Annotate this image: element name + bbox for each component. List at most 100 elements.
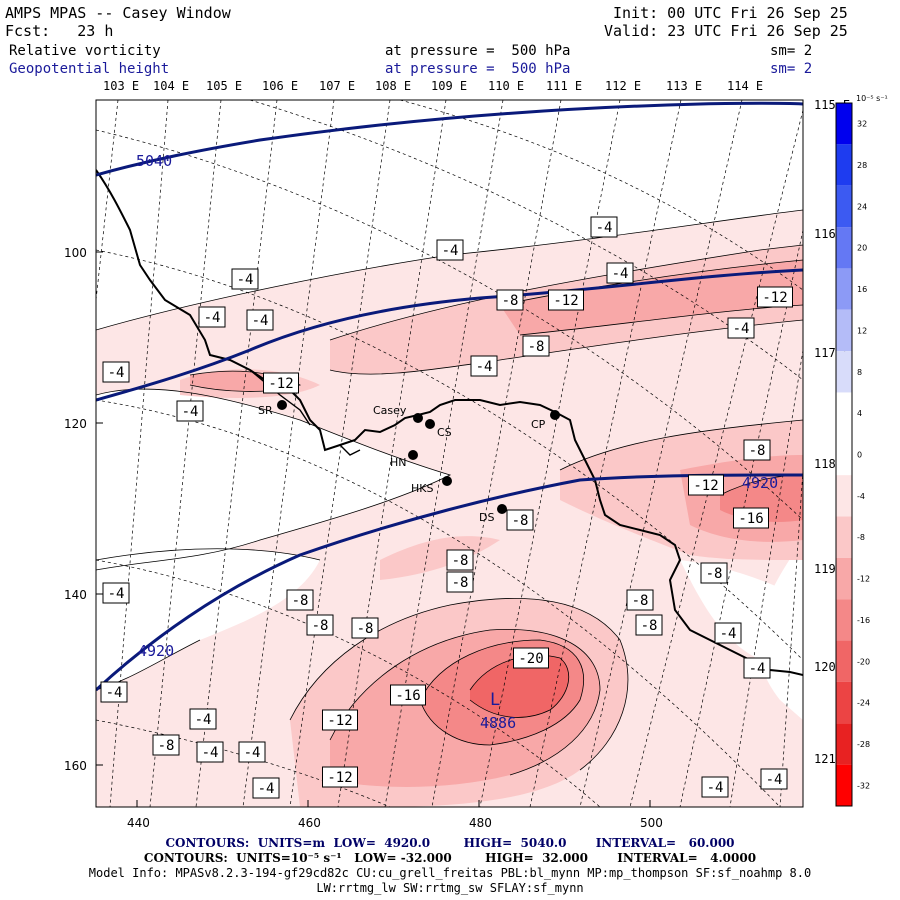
vorticity-label: -4 [182,404,199,420]
colorbar-level: 8 [857,368,862,377]
vorticity-label: -4 [733,321,750,337]
lon-label-114: 114 E [727,79,763,93]
vorticity-label-box [100,681,128,703]
forecast-hour: Fcst: 23 h [5,22,114,40]
field2-level: at pressure = 500 hPa [385,61,571,77]
field1-name: Relative vorticity [9,43,161,59]
vorticity-label-box [522,335,550,357]
y-tick-120: 120 [64,417,87,431]
lon-label-105: 105 E [206,79,242,93]
vorticity-label: -8 [749,443,766,459]
vorticity-label-box [496,289,524,311]
vorticity-label: -4 [106,685,123,701]
height-contours [96,101,803,692]
station-cp-marker [550,410,560,420]
station-hks-label: HKS [411,482,433,495]
colorbar-swatch [836,309,852,352]
vorticity-label-box [306,614,334,636]
vorticity-label: -12 [268,376,293,392]
colorbar-swatch [836,144,852,186]
height-contour-info: CONTOURS: UNITS=m LOW= 4920.0 HIGH= 5040… [165,836,735,850]
vorticity-label: -8 [502,293,519,309]
vorticity-label-box [436,239,464,261]
colorbar-level: -24 [857,699,870,708]
colorbar-unit: 10⁻⁵ s⁻¹ [856,94,888,103]
physics-info: LW:rrtmg_lw SW:rrtmg_sw SFLAY:sf_mynn [316,881,584,895]
vorticity-label-box [743,439,771,461]
vorticity-label-box [390,684,426,706]
model-title: AMPS MPAS -- Casey Window [5,4,231,22]
station-casey-label: Casey [373,404,407,417]
vorticity-label-box [513,647,549,669]
colorbar-level: 24 [857,202,867,211]
vorticity-label-box [198,306,226,328]
field1-level: at pressure = 500 hPa [385,43,571,59]
vorticity-label: -4 [612,266,629,282]
colorbar-swatch [836,516,852,558]
colorbar-level: 12 [857,326,867,335]
vorticity-label: -4 [476,359,493,375]
colorbar-level: -16 [857,616,870,625]
station-ds-marker [497,504,507,514]
field1-smoothing: sm= 2 [770,43,813,59]
colorbar-swatch [836,103,852,145]
vorticity-label-box [714,622,742,644]
vorticity-label-box [548,289,584,311]
vorticity-label-box [102,582,130,604]
lon-label-104: 104 E [153,79,189,93]
vorticity-label-box [701,776,729,798]
colorbar-level: -32 [857,781,870,790]
vorticity-label-box [626,589,654,611]
vorticity-label-box [238,741,266,763]
colorbar-swatch [836,392,852,434]
colorbar-swatch [836,764,852,806]
vorticity-label: -8 [292,593,309,609]
lon-label-103: 103 E [103,79,139,93]
vorticity-label: -4 [237,272,254,288]
lon-label-106: 106 E [262,79,298,93]
lon-label-113: 113 E [666,79,702,93]
field2-smoothing: sm= 2 [770,61,813,77]
vorticity-label-box [757,286,793,308]
height-label-4920-west: 4920 [138,642,174,660]
vorticity-label: -20 [518,651,543,667]
colorbar-level: 4 [857,409,862,418]
vorticity-labels: -4 -4 -4 -4 -4 -4 -4 -4 -4 -4 -4 -4 -4 -4 -4 -4 -4 -4 -4 -4… [100,216,793,799]
lon-label-108: 108 E [375,79,411,93]
vorticity-label-box [102,361,130,383]
vorticity-label: -8 [158,738,175,754]
vorticity-label: -4 [596,220,613,236]
vorticity-label-box [286,589,314,611]
vorticity-label-box [263,372,299,394]
vorticity-label: -8 [357,621,374,637]
low-marker: L [490,690,500,710]
colorbar-swatch [836,433,852,476]
vorticity-label-box [727,317,755,339]
vorticity-label: -4 [108,365,125,381]
x-tick-460: 460 [298,816,321,830]
colorbar-swatch [836,599,852,641]
colorbar-level: 28 [857,161,867,170]
height-label-4920-east: 4920 [742,474,778,492]
vorticity-label: -12 [693,478,718,494]
vorticity-label: -16 [395,688,420,704]
vorticity-label: -8 [452,553,469,569]
station-cs-marker [425,419,435,429]
colorbar-level: 32 [857,120,867,129]
lon-label-109: 109 E [431,79,467,93]
x-tick-440: 440 [127,816,150,830]
init-time: Init: 00 UTC Fri 26 Sep 25 [613,4,848,22]
colorbar-swatch [836,475,852,517]
vorticity-label-box [189,708,217,730]
y-tick-100: 100 [64,246,87,260]
station-hn-marker [408,450,418,460]
vorticity-label: -4 [244,745,261,761]
station-cs-label: CS [437,426,452,439]
vorticity-label-box [322,766,358,788]
vorticity-label: -4 [707,780,724,796]
station-casey-marker [413,413,423,423]
colorbar-level: 20 [857,244,867,253]
colorbar-level: -28 [857,740,870,749]
vorticity-label: -8 [632,593,649,609]
coastline [96,169,803,676]
